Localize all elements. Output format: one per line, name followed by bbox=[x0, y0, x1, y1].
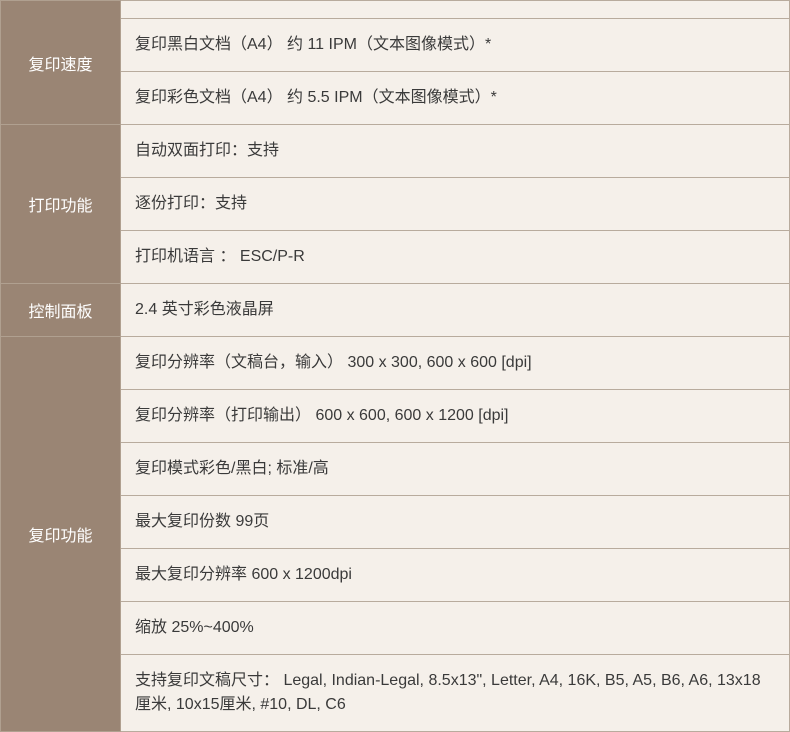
label-copy-speed: 复印速度 bbox=[1, 1, 121, 125]
label-control-panel: 控制面板 bbox=[1, 284, 121, 337]
spec-table: 复印速度 复印黑白文档（A4） 约 11 IPM（文本图像模式）* 复印彩色文档… bbox=[0, 0, 790, 732]
copy-func-row-6: 支持复印文稿尺寸： Legal, Indian-Legal, 8.5x13", … bbox=[121, 655, 790, 732]
copy-func-row-1: 复印分辨率（打印输出） 600 x 600, 600 x 1200 [dpi] bbox=[121, 390, 790, 443]
copy-speed-row-1: 复印彩色文档（A4） 约 5.5 IPM（文本图像模式）* bbox=[121, 72, 790, 125]
control-panel-row-0: 2.4 英寸彩色液晶屏 bbox=[121, 284, 790, 337]
copy-func-row-0: 复印分辨率（文稿台，输入） 300 x 300, 600 x 600 [dpi] bbox=[121, 337, 790, 390]
label-print-func: 打印功能 bbox=[1, 125, 121, 284]
empty-top-row bbox=[121, 1, 790, 19]
copy-speed-row-0: 复印黑白文档（A4） 约 11 IPM（文本图像模式）* bbox=[121, 19, 790, 72]
copy-func-row-3: 最大复印份数 99页 bbox=[121, 496, 790, 549]
print-func-row-1: 逐份打印：支持 bbox=[121, 178, 790, 231]
label-copy-func: 复印功能 bbox=[1, 337, 121, 732]
copy-func-row-5: 缩放 25%~400% bbox=[121, 602, 790, 655]
print-func-row-2: 打印机语言 ： ESC/P-R bbox=[121, 231, 790, 284]
copy-func-row-2: 复印模式彩色/黑白; 标准/高 bbox=[121, 443, 790, 496]
print-func-row-0: 自动双面打印：支持 bbox=[121, 125, 790, 178]
copy-func-row-4: 最大复印分辨率 600 x 1200dpi bbox=[121, 549, 790, 602]
